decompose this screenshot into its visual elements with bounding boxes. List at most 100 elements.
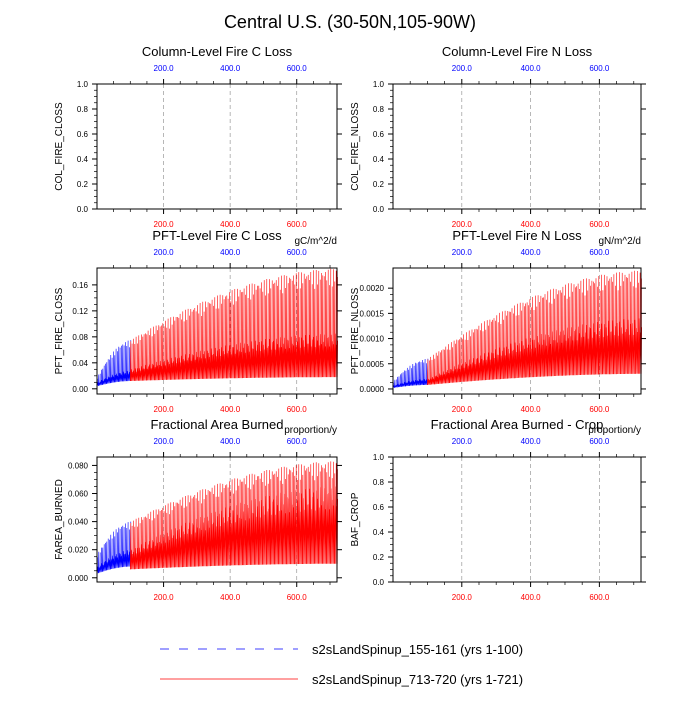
- series-group: [96, 461, 338, 574]
- y-tick-label: 0.2: [373, 553, 385, 562]
- y-axis-label: PFT_FIRE_CLOSS: [54, 287, 65, 374]
- plot-frame: [96, 83, 338, 210]
- top-tick-label: 200.0: [452, 248, 473, 257]
- plot-frame: [392, 456, 642, 583]
- panel-6: Fractional Area Burned - Cropproportion/…: [350, 417, 646, 602]
- top-tick-label: 600.0: [589, 248, 610, 257]
- panel-1: Column-Level Fire C Loss 0.0 0.2 0.4 0.6 0.8 1…: [54, 44, 342, 229]
- top-tick-label: 200.0: [154, 248, 175, 257]
- bottom-tick-label: 400.0: [220, 405, 241, 414]
- y-tick-label: 0.8: [373, 478, 385, 487]
- y-tick-label: 1.0: [77, 80, 89, 89]
- panel-3: PFT-Level Fire C Loss gC/m^2/d 0.00 0.04 0.0…: [54, 228, 342, 414]
- y-axis-label: COL_FIRE_CLOSS: [54, 102, 65, 191]
- y-tick-label: 0.2: [77, 180, 89, 189]
- top-tick-label: 400.0: [220, 64, 241, 73]
- top-tick-label: 600.0: [287, 437, 308, 446]
- y-tick-label: 0.0020: [360, 284, 385, 293]
- bottom-tick-label: 200.0: [154, 593, 175, 602]
- bottom-tick-label: 600.0: [287, 220, 308, 229]
- y-tick-label: 1.0: [373, 80, 385, 89]
- y-axis-label: BAF_CROP: [350, 492, 361, 546]
- panel-title: PFT-Level Fire C Loss: [152, 228, 282, 243]
- series-group: [392, 270, 642, 389]
- bottom-tick-label: 400.0: [220, 220, 241, 229]
- plot-frame: [96, 456, 338, 583]
- series-line-2: [427, 270, 642, 385]
- bottom-tick-label: 600.0: [589, 593, 610, 602]
- y-tick-label: 0.00: [72, 385, 88, 394]
- top-tick-label: 600.0: [589, 437, 610, 446]
- y-tick-label: 0.6: [373, 130, 385, 139]
- y-tick-label: 0.08: [72, 333, 88, 342]
- panels: Column-Level Fire C Loss 0.0 0.2 0.4 0.6 0.8 1…: [54, 44, 646, 602]
- series-line-1: [96, 521, 132, 574]
- top-tick-label: 200.0: [154, 64, 175, 73]
- y-tick-label: 0.060: [68, 490, 89, 499]
- y-tick-label: 0.8: [373, 105, 385, 114]
- top-tick-label: 400.0: [220, 248, 241, 257]
- top-tick-label: 200.0: [154, 437, 175, 446]
- panel-title: PFT-Level Fire N Loss: [452, 228, 582, 243]
- bottom-tick-label: 200.0: [452, 405, 473, 414]
- y-tick-label: 0.6: [373, 503, 385, 512]
- bottom-tick-label: 400.0: [521, 220, 542, 229]
- bottom-tick-label: 200.0: [154, 220, 175, 229]
- bottom-tick-label: 200.0: [452, 593, 473, 602]
- series-line-1: [96, 340, 132, 387]
- y-tick-label: 0.040: [68, 518, 89, 527]
- page-title: Central U.S. (30-50N,105-90W): [224, 12, 476, 32]
- bottom-tick-label: 400.0: [220, 593, 241, 602]
- top-tick-label: 200.0: [452, 64, 473, 73]
- legend-label-1: s2sLandSpinup_155-161 (yrs 1-100): [312, 642, 523, 657]
- bottom-tick-label: 400.0: [521, 405, 542, 414]
- series-line-2: [130, 268, 338, 382]
- panel-title: Fractional Area Burned: [151, 417, 284, 432]
- bottom-tick-label: 400.0: [521, 593, 542, 602]
- panel-4: PFT-Level Fire N Loss gN/m^2/d 0.0000 0.000…: [350, 228, 646, 414]
- top-tick-label: 400.0: [521, 64, 542, 73]
- panel-title: Fractional Area Burned - Crop: [431, 417, 604, 432]
- bottom-tick-label: 200.0: [154, 405, 175, 414]
- y-tick-label: 0.6: [77, 130, 89, 139]
- panel-title: Column-Level Fire C Loss: [142, 44, 293, 59]
- y-tick-label: 0.0005: [360, 360, 385, 369]
- y-tick-label: 0.4: [77, 155, 89, 164]
- plot-frame: [392, 267, 642, 395]
- y-tick-label: 0.8: [77, 105, 89, 114]
- y-tick-label: 0.0: [373, 205, 385, 214]
- y-tick-label: 0.4: [373, 528, 385, 537]
- top-tick-label: 600.0: [287, 64, 308, 73]
- series-line-1: [392, 358, 429, 389]
- legend: s2sLandSpinup_155-161 (yrs 1-100) s2sLand…: [160, 642, 523, 687]
- units-label: gN/m^2/d: [599, 236, 642, 247]
- panel-2: Column-Level Fire N Loss 0.0 0.2 0.4 0.6 0.8 1…: [350, 44, 646, 229]
- panel-5: Fractional Area Burned proportion/y 0.000 0…: [54, 417, 342, 602]
- legend-label-2: s2sLandSpinup_713-720 (yrs 1-721): [312, 672, 523, 687]
- y-tick-label: 0.0: [373, 578, 385, 587]
- plot-frame: [392, 83, 642, 210]
- y-tick-label: 0.16: [72, 281, 88, 290]
- top-tick-label: 200.0: [452, 437, 473, 446]
- y-tick-label: 0.04: [72, 359, 88, 368]
- y-axis-label: COL_FIRE_NLOSS: [350, 102, 361, 191]
- top-tick-label: 600.0: [589, 64, 610, 73]
- y-tick-label: 0.0015: [360, 309, 385, 318]
- y-tick-label: 0.0: [77, 205, 89, 214]
- bottom-tick-label: 600.0: [287, 405, 308, 414]
- y-axis-label: PFT_FIRE_NLOSS: [350, 287, 361, 374]
- plot-frame: [96, 267, 338, 395]
- top-tick-label: 400.0: [521, 437, 542, 446]
- y-tick-label: 0.020: [68, 546, 89, 555]
- bottom-tick-label: 200.0: [452, 220, 473, 229]
- bottom-tick-label: 600.0: [589, 405, 610, 414]
- bottom-tick-label: 600.0: [287, 593, 308, 602]
- y-tick-label: 0.0000: [360, 385, 385, 394]
- y-tick-label: 0.4: [373, 155, 385, 164]
- y-tick-label: 0.12: [72, 307, 88, 316]
- units-label: gC/m^2/d: [295, 236, 338, 247]
- y-axis-label: FAREA_BURNED: [54, 479, 65, 560]
- panel-title: Column-Level Fire N Loss: [442, 44, 593, 59]
